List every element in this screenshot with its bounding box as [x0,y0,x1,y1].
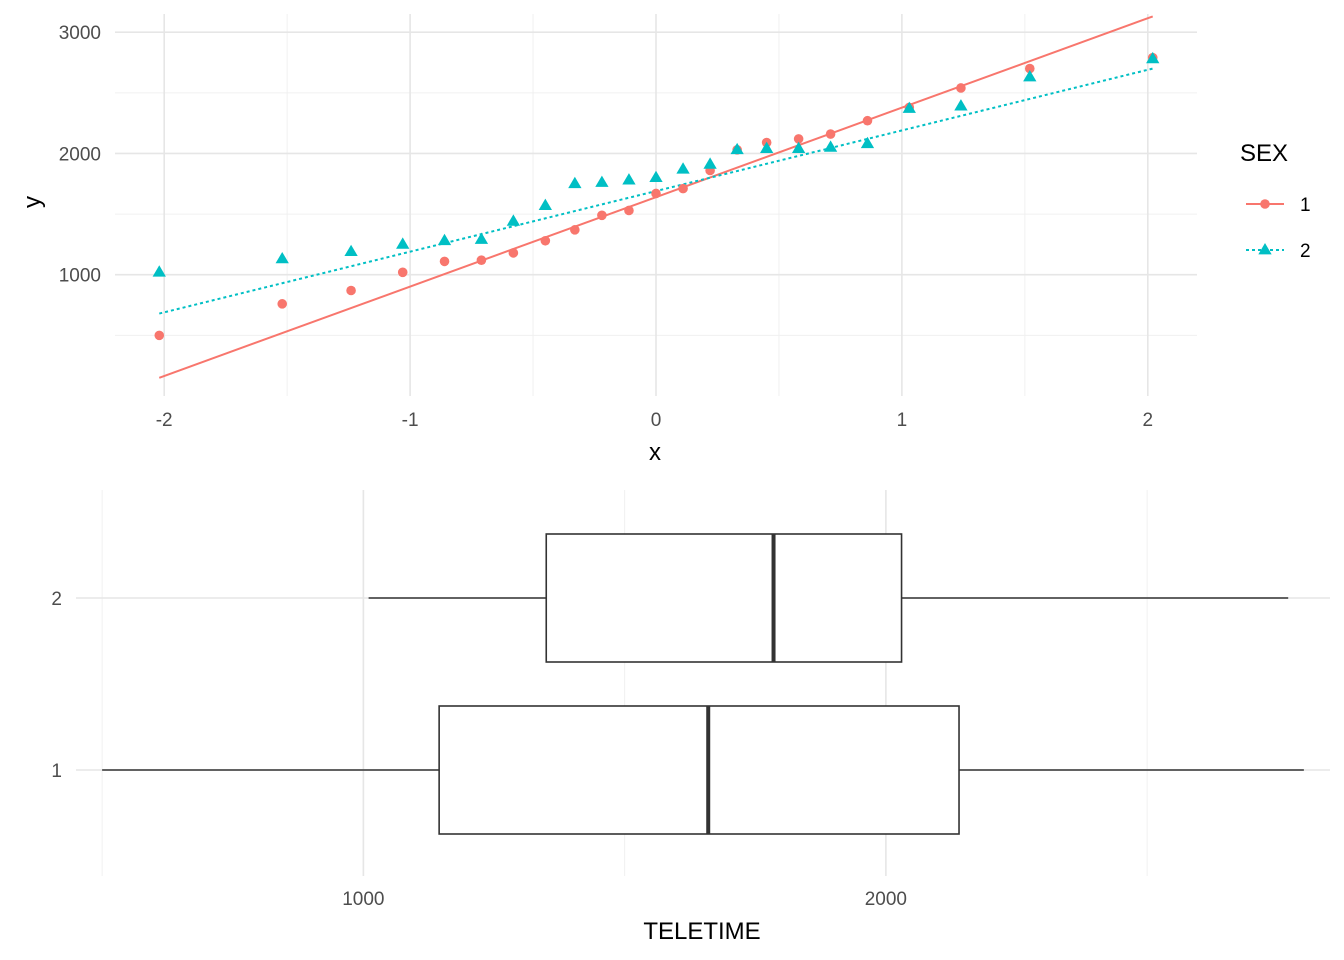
data-point-series-2 [622,173,636,185]
data-point-series-2 [568,176,582,189]
data-point-series-2 [860,136,875,149]
y-tick-label: 1000 [59,266,101,287]
data-point-series-1 [154,330,165,341]
data-point-series-2 [703,157,717,169]
scatter-points [152,51,1160,341]
box-group-1 [438,705,960,835]
data-point-series-1 [540,235,551,246]
data-point-series-1 [651,188,661,199]
legend-label-1: 1 [1300,195,1311,216]
y-tick-label: 2000 [59,144,101,165]
boxplot-boxes [102,533,1304,835]
boxplot-x-axis-label: TELETIME [643,918,760,945]
boxplot-panel: 1000 2000 12 TELETIME [51,490,1330,945]
legend-key-marker-1 [1260,199,1270,209]
scatter-x-tick-labels: -2 -1 0 1 2 [156,410,1153,431]
data-point-series-1 [397,267,408,278]
x-tick-label: 1000 [342,889,384,910]
scatter-y-axis-label: y [19,196,46,208]
data-point-series-1 [678,183,688,194]
x-tick-label: -2 [156,410,173,431]
data-point-series-1 [508,248,519,258]
data-point-series-2 [791,141,806,153]
data-point-series-1 [346,285,356,296]
x-tick-label: 2000 [865,889,907,910]
data-point-series-2 [1146,51,1160,64]
data-point-series-1 [862,115,873,126]
data-point-series-2 [474,232,489,244]
data-point-series-2 [823,140,838,152]
data-point-series-2 [275,251,289,264]
data-point-series-2 [437,233,452,246]
data-point-series-2 [760,141,774,153]
data-point-series-1 [825,129,836,139]
data-point-series-2 [954,99,968,111]
scatter-x-axis-label: x [649,439,661,466]
legend-label-2: 2 [1300,241,1311,262]
data-point-series-1 [624,205,634,216]
data-point-series-2 [649,170,663,183]
data-point-series-2 [152,265,166,277]
data-point-series-2 [538,198,552,210]
data-point-series-1 [570,225,580,235]
x-tick-label: 1 [897,410,908,431]
boxplot-x-tick-labels: 1000 2000 [342,889,907,910]
legend: SEX 12 [1240,140,1311,262]
legend-title: SEX [1240,140,1288,167]
data-point-series-1 [277,299,288,309]
data-point-series-1 [439,256,450,267]
y-tick-label: 1 [51,761,62,782]
x-tick-label: -1 [402,410,419,431]
y-tick-label: 2 [51,589,62,610]
legend-key-marker-2 [1258,243,1272,255]
data-point-series-2 [396,237,410,249]
scatter-y-tick-labels: 1000 2000 3000 [59,23,101,287]
data-point-series-2 [730,142,744,155]
data-point-series-1 [1024,63,1035,74]
data-point-series-2 [506,214,521,226]
data-point-series-1 [793,134,804,144]
x-tick-label: 2 [1143,410,1154,431]
data-point-series-2 [595,175,609,187]
data-point-series-1 [476,255,487,265]
x-tick-label: 0 [651,410,662,431]
data-point-series-2 [1023,70,1037,82]
data-point-series-2 [676,162,690,174]
y-tick-label: 3000 [59,23,101,44]
boxplot-y-tick-labels: 12 [51,589,62,782]
scatter-grid [115,14,1197,396]
data-point-series-1 [956,83,966,93]
data-point-series-2 [344,244,358,257]
data-point-series-1 [597,210,607,221]
legend-entries: 12 [1246,195,1311,262]
box-group-2 [545,533,903,663]
data-point-series-2 [902,101,916,113]
